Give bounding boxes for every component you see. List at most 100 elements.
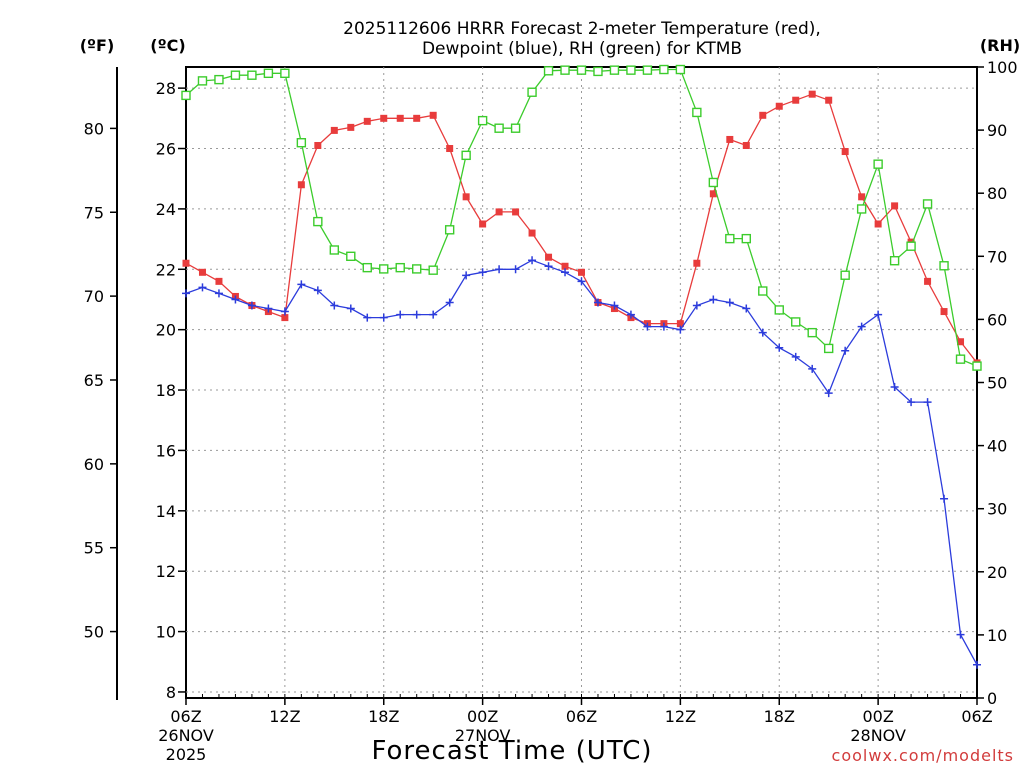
x-tick-label: 18Z xyxy=(764,707,795,726)
temperature-data-point xyxy=(858,193,866,201)
temperature-data-point xyxy=(479,220,487,228)
rh-tick-label: 80 xyxy=(987,184,1007,203)
x-tick-label: 06Z xyxy=(961,707,992,726)
fahrenheit-tick-label: 75 xyxy=(84,203,104,222)
rh-data-point xyxy=(741,233,751,244)
dewpoint-data-point xyxy=(231,295,240,304)
celsius-tick-label: 14 xyxy=(156,502,176,521)
dewpoint-data-point xyxy=(659,322,668,331)
temperature-data-point xyxy=(874,220,882,228)
rh-data-point xyxy=(889,256,900,266)
x-tick-label: 18Z xyxy=(368,707,399,726)
temperature-data-point xyxy=(182,259,190,267)
temperature-data-point xyxy=(429,111,437,119)
temperature-data-point xyxy=(396,114,404,122)
plot-frame xyxy=(185,66,978,699)
grid-layer xyxy=(186,67,977,698)
chart-title-line-2: Dewpoint (blue), RH (green) for KTMB xyxy=(422,39,742,59)
rh-tick-label: 70 xyxy=(987,247,1007,266)
dewpoint-data-point xyxy=(775,343,784,352)
rh-data-point xyxy=(725,233,735,244)
dewpoint-data-point xyxy=(544,262,553,271)
temperature-data-point xyxy=(792,96,800,104)
x-tick-label: 2025 xyxy=(166,745,207,764)
rh-tick-label: 20 xyxy=(987,563,1007,582)
rh-data-point xyxy=(412,264,422,274)
temperature-data-point xyxy=(198,268,206,276)
celsius-tick-label: 10 xyxy=(156,623,176,642)
rh-data-point xyxy=(972,361,982,371)
rh-data-point xyxy=(576,65,587,75)
rh-tick-label: 0 xyxy=(987,689,997,708)
dewpoint-data-point xyxy=(890,383,899,392)
temperature-data-point xyxy=(808,90,816,98)
dewpoint-data-point xyxy=(956,630,965,639)
temperature-data-point xyxy=(693,259,701,267)
temperature-data-point xyxy=(825,96,833,104)
temperature-data-point xyxy=(446,145,454,153)
temperature-data-point xyxy=(281,314,289,322)
rh-data-point xyxy=(313,216,323,227)
rh-data-point xyxy=(247,70,257,80)
rh-data-point xyxy=(675,64,686,75)
rh-data-point xyxy=(280,68,290,79)
dewpoint-data-point xyxy=(198,283,207,292)
dewpoint-data-point xyxy=(577,277,586,286)
dewpoint-data-point xyxy=(528,256,537,265)
celsius-tick-label: 16 xyxy=(156,441,176,460)
dewpoint-data-point xyxy=(297,280,306,289)
dewpoint-data-point xyxy=(791,352,800,361)
temperature-data-point xyxy=(380,114,388,122)
temperature-data-point xyxy=(363,117,371,125)
rh-data-point xyxy=(214,74,224,85)
rh-data-point xyxy=(461,150,471,161)
x-tick-label: 06Z xyxy=(170,707,201,726)
rh-tick-label: 40 xyxy=(987,437,1007,456)
dewpoint-data-point xyxy=(478,268,487,277)
dewpoint-data-point xyxy=(214,289,223,298)
x-tick-label: 28NOV xyxy=(850,726,906,745)
dewpoint-data-point xyxy=(445,298,454,307)
dewpoint-data-point xyxy=(247,301,256,310)
temperature-data-point xyxy=(676,320,684,328)
rh-data-point xyxy=(955,354,966,364)
dewpoint-data-point xyxy=(626,310,635,319)
dewpoint-data-point xyxy=(330,301,339,310)
temperature-data-point xyxy=(742,141,750,149)
rh-data-point xyxy=(560,65,570,75)
fahrenheit-tick-label: 80 xyxy=(84,119,104,138)
fahrenheit-tick-label: 55 xyxy=(84,539,104,558)
rh-tick-label: 50 xyxy=(987,374,1007,393)
rh-data-point xyxy=(791,317,801,327)
temperature-data-point xyxy=(759,111,767,119)
dewpoint-data-point xyxy=(824,389,833,398)
celsius-unit-label: (ºC) xyxy=(150,36,185,55)
rh-data-point xyxy=(329,245,340,255)
rh-data-point xyxy=(922,199,933,209)
rh-data-point xyxy=(626,65,636,75)
series-layer xyxy=(181,64,982,669)
source-credit[interactable]: coolwx.com/modelts xyxy=(832,746,1014,765)
rh-data-point xyxy=(692,107,702,118)
rh-data-point xyxy=(346,251,356,262)
celsius-tick-label: 24 xyxy=(156,200,176,219)
temperature-data-point xyxy=(775,102,783,110)
temperature-data-point xyxy=(709,190,717,198)
rh-data-point xyxy=(856,204,867,214)
dewpoint-data-point xyxy=(874,310,883,319)
temperature-data-point xyxy=(578,268,585,276)
x-tick-label: 06Z xyxy=(566,707,597,726)
rh-unit-label: (RH) xyxy=(980,36,1020,55)
dewpoint-data-point xyxy=(808,364,817,373)
celsius-tick-label: 20 xyxy=(156,321,176,340)
temperature-data-point xyxy=(726,135,734,143)
celsius-tick-label: 12 xyxy=(156,562,176,581)
x-tick-label: 00Z xyxy=(862,707,893,726)
dewpoint-data-point xyxy=(429,310,438,319)
temperature-data-point xyxy=(924,277,932,285)
dewpoint-data-point xyxy=(363,313,372,322)
dewpoint-data-point xyxy=(742,304,751,313)
rh-data-point xyxy=(296,138,307,148)
dewpoint-data-point xyxy=(940,494,949,503)
dewpoint-data-point xyxy=(495,265,504,274)
